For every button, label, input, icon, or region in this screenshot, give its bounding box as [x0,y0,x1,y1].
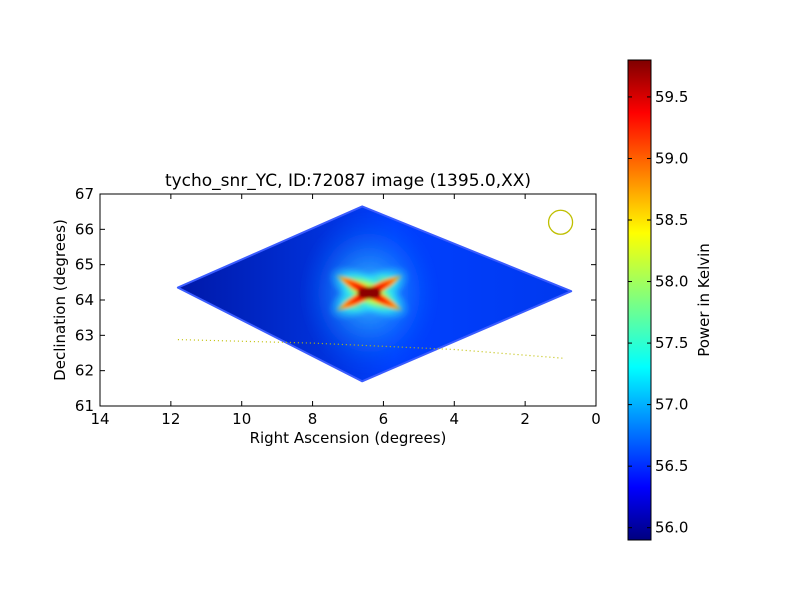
y-tick-label: 66 [75,220,94,238]
x-axis-label: Right Ascension (degrees) [250,429,447,447]
x-tick-label: 10 [232,410,251,428]
x-tick-label: 12 [161,410,180,428]
x-tick-label: 2 [520,410,530,428]
colorbar-ticks: 56.0 56.5 57.0 57.5 58.0 58.5 59.0 59.5 [628,88,688,537]
x-tick-label: 14 [90,410,109,428]
colorbar-tick-label: 58.0 [655,273,688,291]
y-tick-label: 63 [75,326,94,344]
y-tick-label: 65 [75,256,94,274]
chart-title: tycho_snr_YC, ID:72087 image (1395.0,XX) [165,171,531,191]
y-tick-label: 67 [75,185,94,203]
colorbar-tick-label: 57.5 [655,334,688,352]
colorbar-label: Power in Kelvin [695,243,713,357]
colorbar-tick-label: 58.5 [655,211,688,229]
y-axis-label: Declination (degrees) [51,219,69,381]
y-tick-label: 64 [75,291,94,309]
source-peak [357,286,382,299]
y-axis-ticks: 61 62 63 64 65 66 67 [75,185,596,415]
colorbar-tick-label: 56.5 [655,457,688,475]
y-tick-label: 61 [75,397,94,415]
x-tick-label: 4 [450,410,460,428]
colorbar-tick-label: 59.5 [655,88,688,106]
colorbar-tick-label: 59.0 [655,149,688,167]
x-tick-label: 6 [379,410,389,428]
y-tick-label: 62 [75,362,94,380]
colorbar-tick-label: 56.0 [655,519,688,537]
colorbar-tick-label: 57.0 [655,396,688,414]
x-axis-ticks: 14 12 10 8 6 4 2 0 [90,194,601,428]
colorbar: 56.0 56.5 57.0 57.5 58.0 58.5 59.0 59.5 Power i… [627,59,713,541]
beam-circle-marker [547,209,574,235]
x-tick-label: 8 [308,410,318,428]
heatmap-image [176,205,573,383]
colorbar-gradient [627,59,652,541]
x-tick-label: 0 [591,410,601,428]
